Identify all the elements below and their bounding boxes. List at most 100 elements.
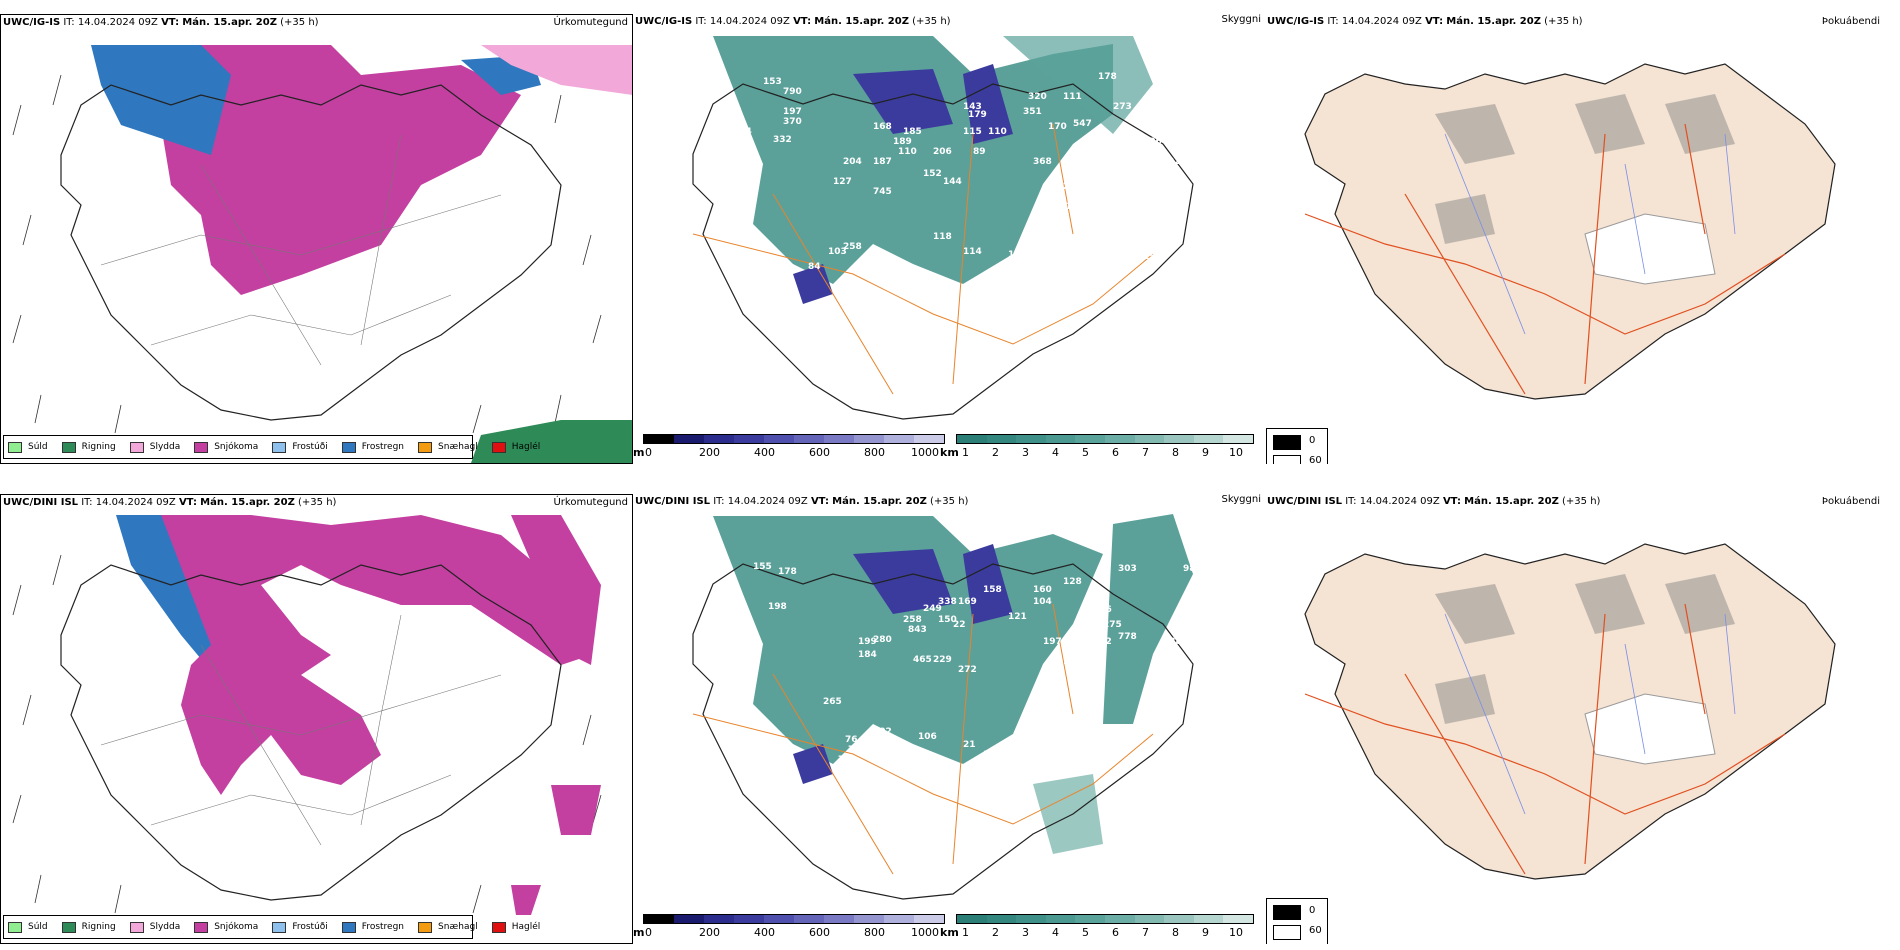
ceiling-value-label: 110 xyxy=(898,147,917,157)
tick-label: 4 xyxy=(1052,926,1059,939)
sleet-area xyxy=(481,45,632,95)
tick-label: 400 xyxy=(754,926,775,939)
fog-legend-value: 0 xyxy=(1309,905,1316,916)
panel-variable-name: Skyggni xyxy=(1221,14,1261,25)
fog-swatch-dark xyxy=(1273,435,1301,450)
precip-type-map-bottom: UWC/DINI ISL IT: 14.04.2024 09Z VT: Mán.… xyxy=(0,494,633,944)
ceiling-value-label: 249 xyxy=(923,604,942,614)
ceiling-value-label: 144 xyxy=(943,177,962,187)
ceiling-value-label: 778 xyxy=(1118,632,1137,642)
legend-item: Rigning xyxy=(61,441,116,453)
ceiling-value-label: 465 xyxy=(913,655,932,665)
ceiling-value-label: 327 xyxy=(1168,157,1187,167)
tick-label: 3 xyxy=(1022,926,1029,939)
fog-legend-value: 60 xyxy=(1309,455,1322,464)
ceiling-value-label: 110 xyxy=(1008,250,1027,260)
iceland-outline xyxy=(60,564,562,901)
ceiling-value-label: 150 xyxy=(938,615,957,625)
ceiling-value-label: 157 xyxy=(1143,252,1162,262)
precip-type-map-top: UWC/IG-IS IT: 14.04.2024 09Z VT: Mán. 15… xyxy=(0,14,633,464)
roads xyxy=(692,123,1154,395)
tick-label: 1 xyxy=(962,926,969,939)
snow-areas xyxy=(511,515,601,915)
ceiling-value-label: 115 xyxy=(963,127,982,137)
legend-item: Haglél xyxy=(491,441,540,453)
roads xyxy=(692,603,1154,875)
tick-label: 10 xyxy=(1229,446,1243,459)
iceland-outline xyxy=(60,84,562,421)
ceiling-value-label: 113 xyxy=(1018,749,1037,759)
tick-label: 0 xyxy=(645,926,652,939)
legend-swatch xyxy=(491,441,506,453)
ceiling-value-label: 199 xyxy=(858,637,877,647)
ceiling-value-label: 128 xyxy=(1113,232,1132,242)
tick-label: 8 xyxy=(1172,446,1179,459)
legend-item: Snæhagl xyxy=(418,441,478,453)
tick-label: 3 xyxy=(1022,446,1029,459)
ceiling-value-label: 164 xyxy=(733,127,752,137)
ceiling-unit: m xyxy=(633,446,645,459)
legend-item: Súld xyxy=(8,441,48,453)
legend-item: Frostregn xyxy=(341,441,404,453)
ceiling-value-label: 128 xyxy=(1063,577,1082,587)
roads xyxy=(1304,603,1786,875)
fog-swatch-light xyxy=(1273,455,1301,464)
iceland-outline xyxy=(692,83,1194,420)
legend-swatch xyxy=(61,441,76,453)
ceiling-value-label: 152 xyxy=(923,169,942,179)
precip-map-canvas xyxy=(12,515,602,915)
ceiling-value-label: 265 xyxy=(823,697,842,707)
legend-item: Slydda xyxy=(129,441,180,453)
dense-fog-area xyxy=(1584,693,1716,765)
tick-label: 7 xyxy=(1142,926,1149,939)
ceiling-value-label: 258 xyxy=(843,242,862,252)
legend-swatch xyxy=(194,921,209,933)
tick-label: 400 xyxy=(754,446,775,459)
ceiling-value-label: 351 xyxy=(1023,107,1042,117)
ceiling-value-label: 104 xyxy=(1033,597,1052,607)
legend-item: Snjókoma xyxy=(194,921,258,933)
ceiling-value-label: 170 xyxy=(1048,122,1067,132)
low-visibility-area xyxy=(1033,774,1103,854)
roads xyxy=(100,134,502,366)
ceiling-value-label: 75 xyxy=(848,745,861,755)
panel-title: UWC/DINI ISL IT: 14.04.2024 09Z VT: Mán.… xyxy=(1267,496,1601,507)
ceiling-value-label: 233 xyxy=(1033,225,1052,235)
tick-label: 600 xyxy=(809,446,830,459)
ceiling-value-label: 161 xyxy=(1073,147,1092,157)
panel-variable-name: Þokuábendi xyxy=(1821,16,1880,27)
ceiling-value-label: 906 xyxy=(1143,137,1162,147)
ceiling-value-label: 338 xyxy=(938,597,957,607)
tick-label: 0 xyxy=(645,446,652,459)
roads xyxy=(1304,123,1786,395)
ceiling-value-label: 178 xyxy=(1098,72,1117,82)
tick-label: 10 xyxy=(1229,926,1243,939)
ceiling-value-label: 157 xyxy=(1063,750,1082,760)
tick-label: 9 xyxy=(1202,446,1209,459)
tick-label: 5 xyxy=(1082,446,1089,459)
fog-legend: 0 60 xyxy=(1266,898,1328,944)
legend-swatch xyxy=(194,441,209,453)
ceiling-value-label: 189 xyxy=(893,137,912,147)
legend-item: Frostregn xyxy=(341,921,404,933)
legend-swatch xyxy=(341,921,356,933)
low-visibility-area xyxy=(713,36,1113,284)
ceiling-value-label: 84 xyxy=(808,262,821,272)
ceiling-value-label: 114 xyxy=(963,247,982,257)
precip-map-canvas xyxy=(12,45,632,463)
legend-item: Frostúði xyxy=(272,441,328,453)
snow-areas xyxy=(161,515,591,795)
ceiling-value-label: 127 xyxy=(833,177,852,187)
ceiling-value-label: 103 xyxy=(828,247,847,257)
legend-swatch xyxy=(272,921,287,933)
ceiling-value-label: 127 xyxy=(983,750,1002,760)
panel-title: UWC/IG-IS IT: 14.04.2024 09Z VT: Mán. 15… xyxy=(635,16,951,27)
ceiling-value-label: 843 xyxy=(908,625,927,635)
ceiling-value-label: 169 xyxy=(958,597,977,607)
legend-swatch xyxy=(8,921,22,933)
ceiling-value-label: 110 xyxy=(988,127,1007,137)
ceiling-value-label: 72 xyxy=(858,260,871,270)
fog-legend-value: 0 xyxy=(1309,435,1316,446)
ceiling-value-label: 184 xyxy=(858,650,877,660)
